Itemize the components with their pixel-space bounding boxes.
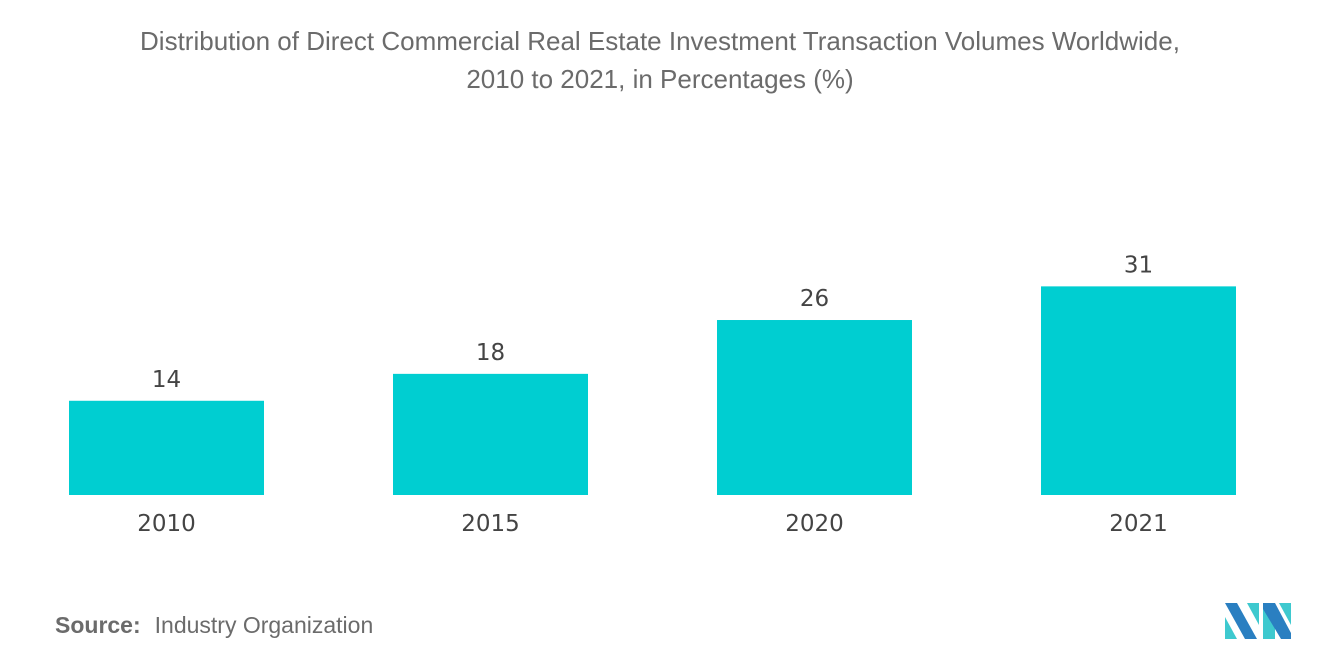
data-label-2020: 26 <box>800 286 829 312</box>
bar-chart: 14 2010 18 2015 26 2020 31 2021 <box>69 252 1236 537</box>
data-label-2021: 31 <box>1124 252 1153 278</box>
data-label-2010: 14 <box>152 367 181 393</box>
mordor-logo-icon <box>1225 603 1291 639</box>
x-tick-label-2010: 2010 <box>137 511 196 537</box>
source-label: Source: <box>55 612 141 638</box>
bar-2020 <box>717 320 912 495</box>
source-note: Source: Industry Organization <box>55 612 373 639</box>
bar-2021 <box>1041 286 1236 495</box>
bar-2015 <box>393 373 588 495</box>
chart-title-line-2: 2010 to 2021, in Percentages (%) <box>466 64 854 94</box>
data-label-2015: 18 <box>476 340 505 366</box>
x-tick-label-2020: 2020 <box>785 511 844 537</box>
chart-title-line-1: Distribution of Direct Commercial Real E… <box>140 26 1180 56</box>
chart-title: Distribution of Direct Commercial Real E… <box>0 22 1320 98</box>
x-tick-label-2015: 2015 <box>461 511 520 537</box>
source-text: Industry Organization <box>154 612 374 638</box>
x-tick-label-2021: 2021 <box>1109 511 1168 537</box>
bar-2010 <box>69 400 264 495</box>
